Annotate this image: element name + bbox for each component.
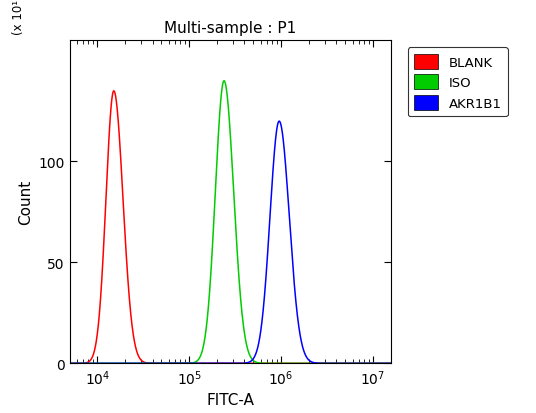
Y-axis label: Count: Count bbox=[18, 180, 33, 225]
X-axis label: FITC-A: FITC-A bbox=[206, 392, 255, 407]
Legend: BLANK, ISO, AKR1B1: BLANK, ISO, AKR1B1 bbox=[407, 48, 508, 117]
Text: (x 10¹): (x 10¹) bbox=[12, 0, 25, 35]
Title: Multi-sample : P1: Multi-sample : P1 bbox=[165, 21, 296, 36]
